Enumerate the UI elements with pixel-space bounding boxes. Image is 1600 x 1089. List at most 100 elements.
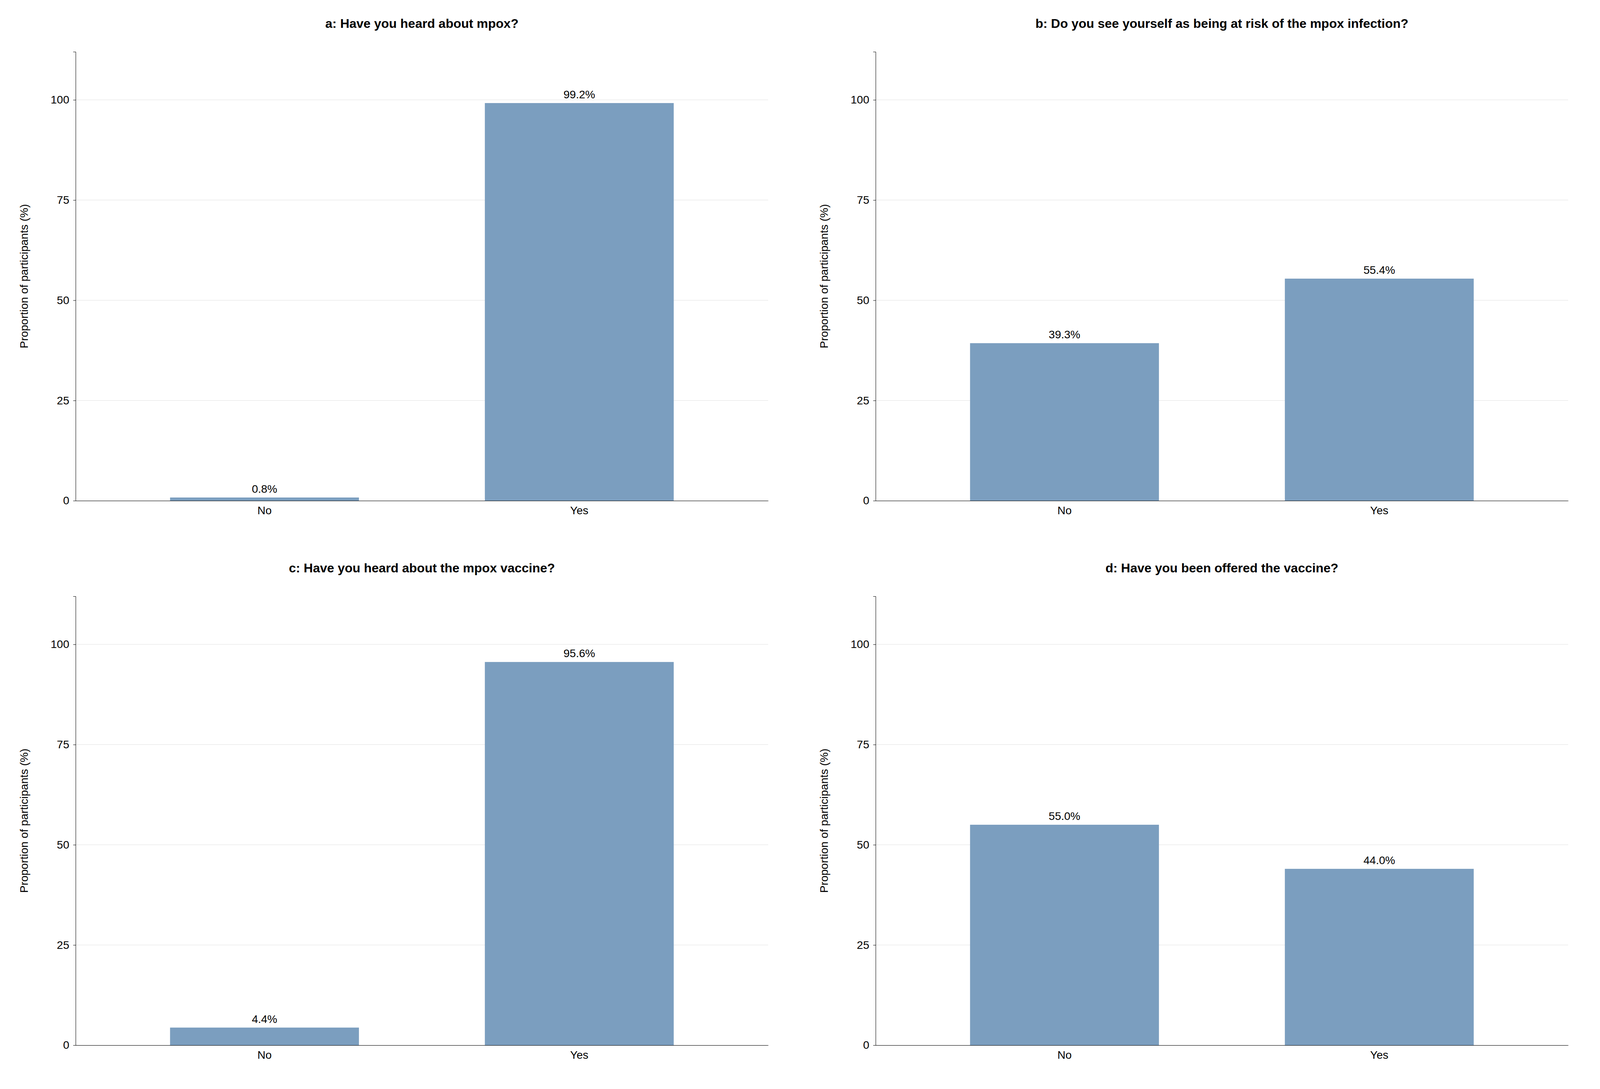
y-axis-line	[873, 596, 877, 1046]
y-tick-label: 100	[850, 638, 870, 651]
data-labels: 4.4%95.6%	[251, 647, 596, 1026]
x-tick-label: Yes	[570, 1048, 589, 1062]
y-tick: 0	[62, 494, 76, 507]
x-axis-line	[76, 500, 769, 502]
data-label: 44.0%	[1363, 854, 1396, 867]
bar	[1284, 868, 1474, 1046]
bar	[169, 1027, 360, 1046]
y-tick-label: 25	[56, 394, 70, 407]
data-label: 95.6%	[563, 647, 596, 660]
data-label: 55.0%	[1048, 809, 1081, 823]
y-tick: 100	[50, 93, 76, 106]
y-tick: 100	[850, 93, 876, 106]
data-label: 99.2%	[563, 88, 596, 101]
title: b: Do you see yourself as being at risk …	[1035, 16, 1409, 31]
y-tick: 25	[56, 938, 76, 952]
bars	[969, 278, 1474, 501]
y-tick-label: 50	[856, 294, 870, 307]
x-tick: No	[1057, 1048, 1072, 1062]
y-axis-line	[73, 596, 77, 1046]
y-tick-mark	[73, 500, 76, 502]
x-tick: Yes	[1370, 504, 1389, 517]
bar	[484, 661, 674, 1046]
y-tick-label: 75	[56, 193, 70, 207]
y-tick-mark	[873, 944, 876, 946]
y-tick-label: 0	[862, 494, 870, 507]
x-axis-line	[76, 1045, 769, 1046]
y-tick: 75	[56, 738, 76, 751]
grid	[75, 644, 769, 1046]
bar	[969, 824, 1160, 1046]
y-tick-mark	[873, 500, 876, 502]
y-axis-title: Proportion of participants (%)	[817, 748, 831, 894]
y-tick: 100	[50, 638, 76, 651]
subplot: 55.0%44.0%0255075100NoYesd: Have you bee…	[817, 560, 1569, 1062]
bar	[169, 497, 360, 501]
grid	[875, 99, 1569, 501]
y-tick-label: 25	[56, 938, 70, 952]
y-tick-mark	[73, 99, 76, 101]
y-tick-mark	[73, 944, 76, 946]
y-tick: 50	[56, 838, 76, 851]
y-tick-label: 50	[56, 838, 70, 851]
y-tick: 75	[56, 193, 76, 207]
y-axis-line	[73, 52, 77, 502]
y-tick-mark	[73, 744, 76, 746]
grid-line	[875, 199, 1569, 201]
x-axis: No Yes	[876, 1045, 1569, 1062]
y-axis-line	[873, 52, 877, 502]
grid	[75, 99, 769, 501]
y-tick-mark	[73, 300, 76, 301]
y-axis-title: Proportion of participants (%)	[17, 748, 31, 894]
y-tick: 50	[856, 294, 876, 307]
x-tick: No	[257, 504, 272, 517]
y-tick-mark	[73, 644, 76, 645]
x-axis-line	[876, 500, 1569, 502]
x-tick: No	[257, 1048, 272, 1062]
data-label: 0.8%	[251, 482, 278, 496]
x-tick-label: No	[257, 1048, 272, 1062]
y-tick-label: 0	[62, 1038, 70, 1052]
y-tick-label: 50	[856, 838, 870, 851]
y-tick-mark	[873, 99, 876, 101]
y-tick-label: 100	[850, 93, 870, 106]
y-tick-label: 75	[856, 738, 870, 751]
y-tick-mark	[873, 744, 876, 746]
y-tick: 25	[856, 938, 876, 952]
y-tick-label: 50	[56, 294, 70, 307]
bars	[969, 824, 1474, 1046]
y-tick-mark	[873, 300, 876, 301]
y-tick: 0	[862, 494, 876, 507]
y-tick-label: 0	[862, 1038, 870, 1052]
y-tick-mark	[73, 844, 76, 845]
title: c: Have you heard about the mpox vaccine…	[288, 560, 556, 576]
y-tick: 75	[856, 738, 876, 751]
y-tick-label: 25	[856, 394, 870, 407]
data-labels: 55.0% 44.0%	[1048, 809, 1396, 867]
y-axis: 0 25 50 75 100	[50, 52, 76, 508]
y-tick: 75	[856, 193, 876, 207]
x-tick: Yes	[570, 1048, 589, 1062]
subplot: 0.8% 99.2% 0 25 50 75 100 No Yes a: Have you hear…	[17, 16, 769, 517]
x-tick-label: No	[1057, 504, 1072, 517]
bars	[169, 661, 674, 1046]
x-tick-label: Yes	[570, 504, 589, 517]
y-tick-mark	[73, 200, 76, 201]
x-tick-label: No	[1057, 1048, 1072, 1062]
y-tick: 25	[856, 394, 876, 407]
x-tick: Yes	[570, 504, 589, 517]
y-tick: 25	[56, 394, 76, 407]
x-tick: Yes	[1370, 1048, 1389, 1062]
y-tick-mark	[73, 400, 76, 401]
bar	[484, 103, 674, 501]
y-tick: 50	[56, 294, 76, 307]
y-tick-label: 75	[856, 193, 870, 207]
x-tick-label: No	[257, 504, 272, 517]
y-tick-label: 75	[56, 738, 70, 751]
y-tick-label: 100	[50, 638, 70, 651]
y-axis: 0 25 50 75 100	[850, 596, 876, 1052]
grid-line	[875, 643, 1569, 645]
x-tick-label: Yes	[1370, 1048, 1389, 1062]
title: a: Have you heard about mpox?	[325, 16, 519, 31]
grid	[875, 644, 1569, 1046]
